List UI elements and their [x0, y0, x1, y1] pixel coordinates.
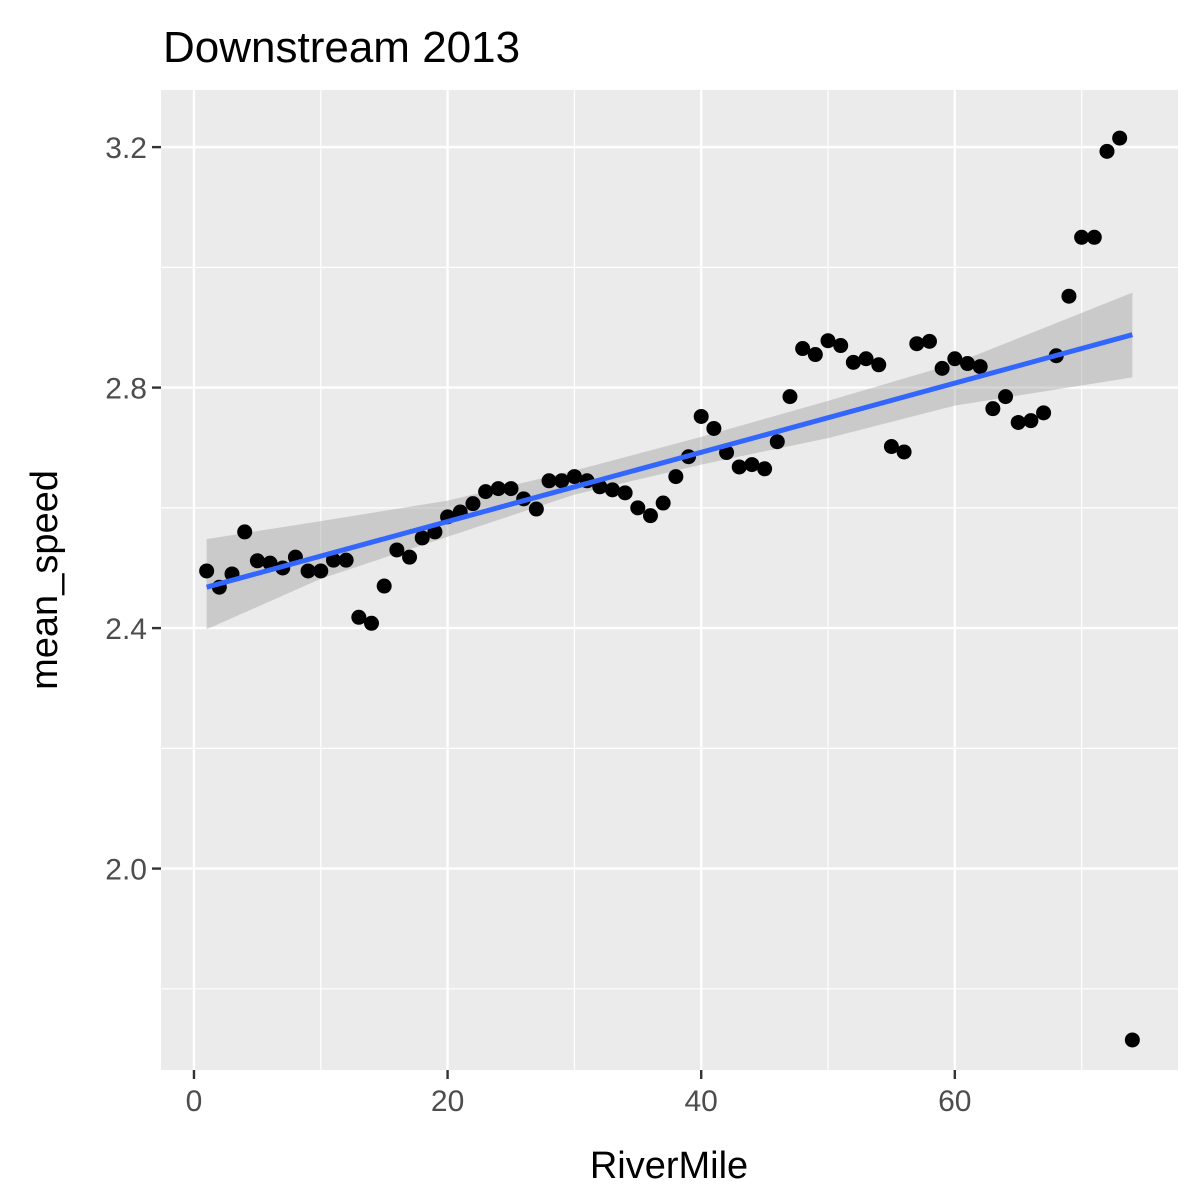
x-tick-label: 60: [938, 1085, 971, 1118]
data-point: [249, 553, 265, 569]
data-point: [414, 530, 430, 546]
data-point: [338, 552, 354, 568]
data-point: [566, 469, 582, 485]
data-point: [478, 484, 494, 500]
data-point: [998, 389, 1014, 405]
data-point: [1074, 229, 1090, 245]
data-point: [807, 347, 823, 363]
data-point: [313, 563, 329, 579]
data-point: [1099, 143, 1115, 159]
y-tick-label: 2.4: [105, 613, 147, 646]
grid-major: [161, 90, 1178, 1070]
data-point: [693, 408, 709, 424]
data-point: [402, 549, 418, 565]
x-axis-title: RiverMile: [590, 1145, 748, 1187]
data-point: [528, 501, 544, 517]
x-tick-label: 0: [186, 1085, 203, 1118]
data-points: [199, 130, 1140, 1048]
y-tick-label: 2.0: [105, 854, 147, 887]
data-point: [389, 542, 405, 558]
x-tick-label: 40: [685, 1085, 718, 1118]
data-point: [1061, 288, 1077, 304]
data-point: [769, 434, 785, 450]
data-point: [833, 338, 849, 354]
data-point: [541, 473, 557, 489]
data-point: [465, 496, 481, 512]
y-tick-label: 3.2: [105, 132, 147, 165]
grid-minor: [161, 90, 1178, 1070]
data-point: [1023, 413, 1039, 429]
data-point: [199, 563, 215, 579]
data-point: [845, 354, 861, 370]
data-point: [744, 457, 760, 473]
data-point: [871, 357, 887, 373]
data-point: [376, 578, 392, 594]
y-axis-title: mean_speed: [24, 470, 66, 690]
data-point: [959, 356, 975, 372]
data-point: [934, 360, 950, 376]
data-point: [1124, 1032, 1140, 1048]
data-point: [782, 389, 798, 405]
y-tick-label: 2.8: [105, 373, 147, 406]
data-point: [883, 439, 899, 455]
data-point: [985, 401, 1001, 417]
y-axis: 2.0 2.4 2.8 3.2: [105, 132, 161, 887]
data-point: [706, 420, 722, 436]
data-point: [1036, 405, 1052, 421]
x-tick-label: 20: [431, 1085, 464, 1118]
data-point: [896, 444, 912, 460]
data-point: [858, 351, 874, 367]
data-point: [490, 481, 506, 497]
data-point: [1010, 414, 1026, 430]
plot-panel: [161, 90, 1178, 1070]
chart-title: Downstream 2013: [163, 23, 520, 72]
data-point: [909, 336, 925, 352]
x-axis: 0 20 40 60: [186, 1070, 972, 1118]
data-point: [325, 552, 341, 568]
data-point: [795, 341, 811, 357]
data-point: [972, 359, 988, 375]
data-point: [300, 563, 316, 579]
data-point: [820, 333, 836, 349]
data-point: [757, 461, 773, 477]
data-point: [364, 615, 380, 631]
data-point: [642, 508, 658, 524]
data-point: [731, 459, 747, 475]
data-point: [921, 333, 937, 349]
data-point: [604, 482, 620, 498]
data-point: [351, 609, 367, 625]
data-point: [1112, 130, 1128, 146]
data-point: [554, 473, 570, 489]
data-point: [617, 485, 633, 501]
regression-line: [205, 332, 1134, 590]
data-point: [503, 481, 519, 497]
data-point: [630, 500, 646, 516]
data-point: [237, 524, 253, 540]
data-point: [1086, 229, 1102, 245]
data-point: [668, 469, 684, 485]
data-point: [947, 351, 963, 367]
data-point: [655, 495, 671, 511]
